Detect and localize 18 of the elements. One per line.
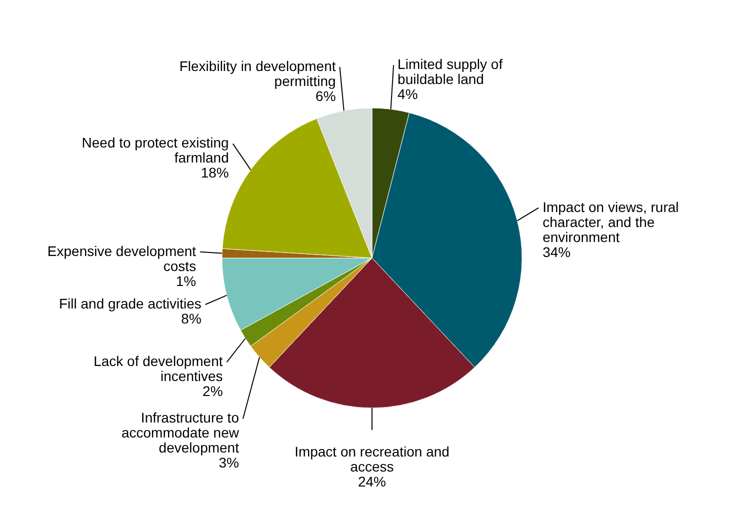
slice-label: Expensive development costs xyxy=(47,242,196,274)
slice-label: Flexibility in development permitting xyxy=(179,58,336,89)
slice-label: Limited supply of buildable land xyxy=(398,56,503,88)
data-label: 34% xyxy=(542,244,571,260)
data-label: 1% xyxy=(176,272,196,289)
data-label: 24% xyxy=(358,474,386,490)
slice-label: Need to protect existing farmland xyxy=(82,134,229,166)
slice-label: Impact on views, rural character, and the environment xyxy=(542,198,679,245)
data-label: 2% xyxy=(202,383,223,400)
slice-label: Impact on recreation and access xyxy=(294,444,450,474)
data-label: 3% xyxy=(218,454,239,471)
data-label: 6% xyxy=(316,88,336,104)
slice-label: Infrastructure to accommodate new development xyxy=(121,410,240,456)
data-label: 4% xyxy=(398,86,418,102)
slice-label: Fill and grade activities xyxy=(58,296,202,312)
data-label: 18% xyxy=(200,164,229,181)
data-label: 8% xyxy=(181,310,202,327)
slice-label: Lack of development incentives xyxy=(94,353,223,384)
